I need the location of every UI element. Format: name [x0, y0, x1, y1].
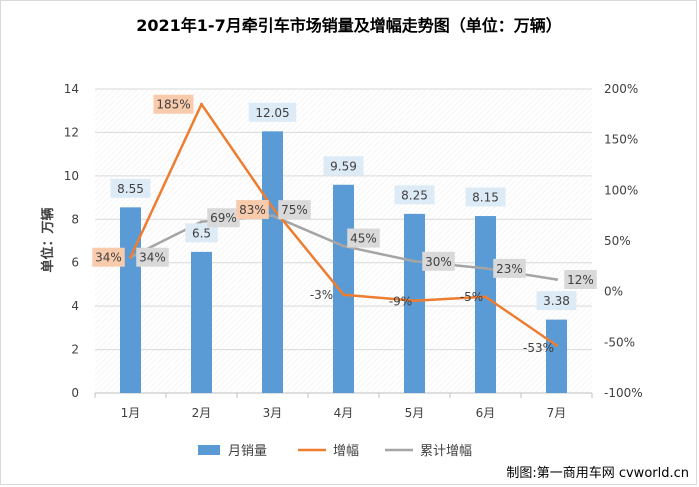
bar-data-label-box [536, 291, 577, 311]
y-tick-label: 14 [64, 82, 79, 96]
bar-data-label: 8.15 [472, 191, 499, 205]
legend-label: 累计增幅 [420, 444, 472, 459]
y2-tick-label: 50% [604, 234, 631, 248]
growth-data-label-box [236, 200, 269, 220]
bar [333, 184, 354, 393]
bar-data-label-box [185, 223, 218, 243]
y2-tick-label: -50% [604, 335, 635, 349]
cumulative-growth-point [484, 266, 487, 270]
growth-point [200, 102, 203, 106]
cumulative-data-label-box [564, 270, 597, 290]
legend: 月销量 增幅 累计增幅 [198, 444, 472, 459]
cumulative-data-label: 23% [496, 262, 523, 276]
y-tick-label: 10 [64, 169, 79, 183]
cumulative-data-label-box [422, 251, 455, 271]
growth-point [413, 299, 416, 303]
bar-data-label-box [323, 156, 364, 176]
bar [475, 216, 496, 393]
growth-data-label: -53% [523, 341, 554, 355]
cumulative-growth-point [413, 259, 416, 263]
growth-point [342, 293, 345, 297]
bar-data-label-box [110, 178, 151, 198]
growth-data-label: 83% [239, 203, 266, 217]
cumulative-data-label-box [136, 247, 169, 267]
growth-point [484, 295, 487, 299]
y2-tick-label: 100% [604, 183, 638, 197]
y2-tick-label: -100% [604, 386, 643, 400]
bar [404, 213, 425, 393]
cumulative-data-label-box [493, 258, 526, 278]
y-tick-label: 8 [71, 212, 79, 226]
growth-point [555, 343, 558, 347]
credit-text: 制图:第一商用车网 cvworld.cn [506, 465, 689, 481]
chart-title: 2021年1-7月牵引车市场销量及增幅走势图（单位：万辆） [136, 16, 561, 35]
cumulative-data-label: 75% [281, 203, 308, 217]
bar-data-label: 8.25 [401, 188, 428, 202]
bar [262, 131, 283, 394]
growth-point [129, 255, 132, 259]
y-tick-label: 12 [64, 125, 79, 139]
bar-data-label: 8.55 [117, 182, 144, 196]
x-tick-label: 3月 [263, 406, 283, 420]
y-axis-label: 单位：万辆 [40, 207, 56, 272]
x-tick-label: 2月 [192, 406, 212, 420]
cumulative-growth-point [555, 278, 558, 282]
growth-data-label: -9% [389, 294, 412, 308]
growth-data-label: -3% [310, 288, 333, 302]
cumulative-data-label-box [347, 228, 380, 248]
growth-data-label-box [153, 94, 194, 114]
y-tick-label: 2 [71, 343, 79, 357]
y-tick-label: 0 [71, 386, 79, 400]
cumulative-growth-point [271, 214, 274, 218]
cumulative-data-label: 69% [210, 211, 237, 225]
growth-data-label: 185% [156, 98, 190, 112]
bar [546, 319, 567, 393]
bar-data-label-box [248, 102, 297, 122]
x-tick-label: 4月 [334, 406, 354, 420]
bar-data-label: 6.5 [192, 226, 211, 240]
x-tick-label: 6月 [476, 406, 496, 420]
y-tick-label: 6 [71, 256, 79, 270]
bar-data-label: 3.38 [543, 294, 570, 308]
cumulative-data-label: 45% [350, 232, 377, 246]
growth-data-label: -5% [460, 290, 483, 304]
bar [191, 251, 212, 393]
cumulative-data-label-box [207, 208, 240, 228]
x-tick-label: 7月 [547, 406, 567, 420]
bar-data-label-box [465, 187, 506, 207]
y2-tick-label: 0% [604, 285, 623, 299]
growth-point [271, 206, 274, 210]
bar-data-label: 12.05 [255, 106, 289, 120]
bar-data-label-box [394, 185, 435, 205]
cumulative-data-label: 34% [139, 251, 166, 265]
legend-swatch-bar [198, 445, 220, 455]
legend-label: 增幅 [333, 444, 359, 459]
y-tick-label: 4 [71, 299, 79, 313]
x-tick-label: 5月 [405, 406, 425, 420]
bar-data-label: 9.59 [330, 159, 357, 173]
cumulative-data-label-box [278, 200, 311, 220]
cumulative-data-label: 12% [567, 273, 594, 287]
cumulative-data-label: 30% [425, 255, 452, 269]
plot-area: 0 2 4 6 8 10 12 14 -100% -50% 0% 50% 100% 150% 200% 1月 2… [64, 82, 643, 420]
cumulative-growth-point [200, 220, 203, 224]
legend-label: 月销量 [228, 444, 267, 459]
growth-data-label: 34% [95, 251, 122, 265]
bar [120, 207, 141, 393]
y2-tick-label: 200% [604, 82, 638, 96]
x-tick-label: 1月 [121, 406, 141, 420]
growth-data-label-box [92, 247, 125, 267]
y2-tick-label: 150% [604, 133, 638, 147]
cumulative-growth-point [342, 244, 345, 248]
